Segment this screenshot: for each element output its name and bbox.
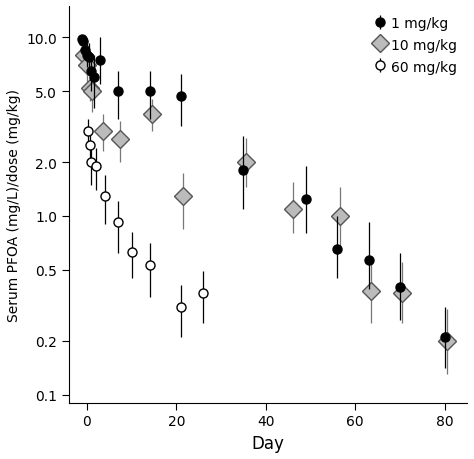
X-axis label: Day: Day (252, 434, 284, 452)
Legend: 1 mg/kg, 10 mg/kg, 60 mg/kg: 1 mg/kg, 10 mg/kg, 60 mg/kg (372, 14, 460, 78)
Y-axis label: Serum PFOA (mg/L)/dose (mg/kg): Serum PFOA (mg/L)/dose (mg/kg) (7, 89, 21, 321)
